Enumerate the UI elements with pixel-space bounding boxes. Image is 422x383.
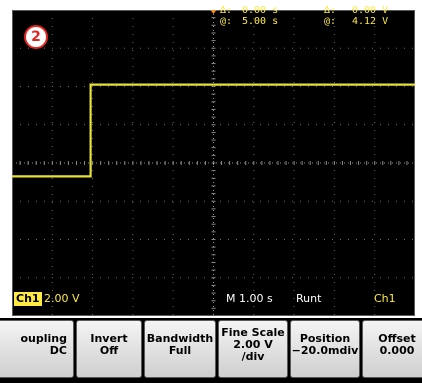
invert-softkey[interactable]: Invert Off — [76, 320, 142, 378]
trigger-type: Runt — [296, 292, 322, 305]
cursor-volt-at: 4.12 V — [352, 16, 389, 27]
cursor-delta-label-volt: Δ: — [324, 5, 337, 16]
channel-1-trace — [12, 83, 415, 178]
position-value: −20.0mdiv — [291, 344, 359, 357]
coupling-value: DC — [49, 344, 67, 357]
bandwidth-softkey[interactable]: Bandwidth Full — [144, 320, 216, 378]
fine-scale-softkey[interactable]: Fine Scale 2.00 V /div — [218, 320, 288, 378]
bandwidth-label: Bandwidth — [146, 332, 214, 345]
offset-label: Offset — [378, 332, 416, 345]
invert-value: Off — [99, 344, 119, 357]
offset-softkey[interactable]: Offset 0.000 — [362, 320, 422, 378]
timebase-readout: M 1.00 s — [226, 292, 273, 305]
position-label: Position — [299, 332, 351, 345]
cursor-volt-delta: 0.00 V — [352, 5, 389, 16]
channel-1-tag: Ch1 — [14, 292, 42, 306]
position-softkey[interactable]: Position −20.0mdiv — [290, 320, 360, 378]
cursor-time-delta: 0.00 s — [242, 5, 279, 16]
coupling-label: oupling — [20, 332, 67, 345]
trigger-source: Ch1 — [374, 292, 396, 305]
cursor-time-at: 5.00 s — [242, 16, 279, 27]
channel-1-scale: 2.00 V — [44, 292, 80, 305]
fine-scale-label: Fine Scale — [221, 326, 285, 339]
cursor-delta-label-time: Δ: — [220, 5, 233, 16]
invert-label: Invert — [90, 332, 128, 345]
fine-scale-unit: /div — [241, 350, 265, 363]
fine-scale-value: 2.00 V — [233, 338, 273, 351]
waveform-screen: Δ: @: 0.00 s 5.00 s Δ: @: 0.00 V 4.12 V — [12, 5, 415, 316]
graticule — [12, 10, 415, 316]
offset-value: 0.000 — [379, 344, 415, 357]
cursor-at-label-time: @: — [220, 16, 233, 27]
bandwidth-value: Full — [168, 344, 192, 357]
coupling-softkey[interactable]: oupling DC — [0, 320, 74, 378]
softkey-menu: oupling DC Invert Off Bandwidth Full Fin… — [0, 318, 422, 383]
cursor-at-label-volt: @: — [324, 16, 337, 27]
callout-number-badge: 2 — [24, 25, 48, 49]
trigger-position-marker — [210, 10, 217, 14]
